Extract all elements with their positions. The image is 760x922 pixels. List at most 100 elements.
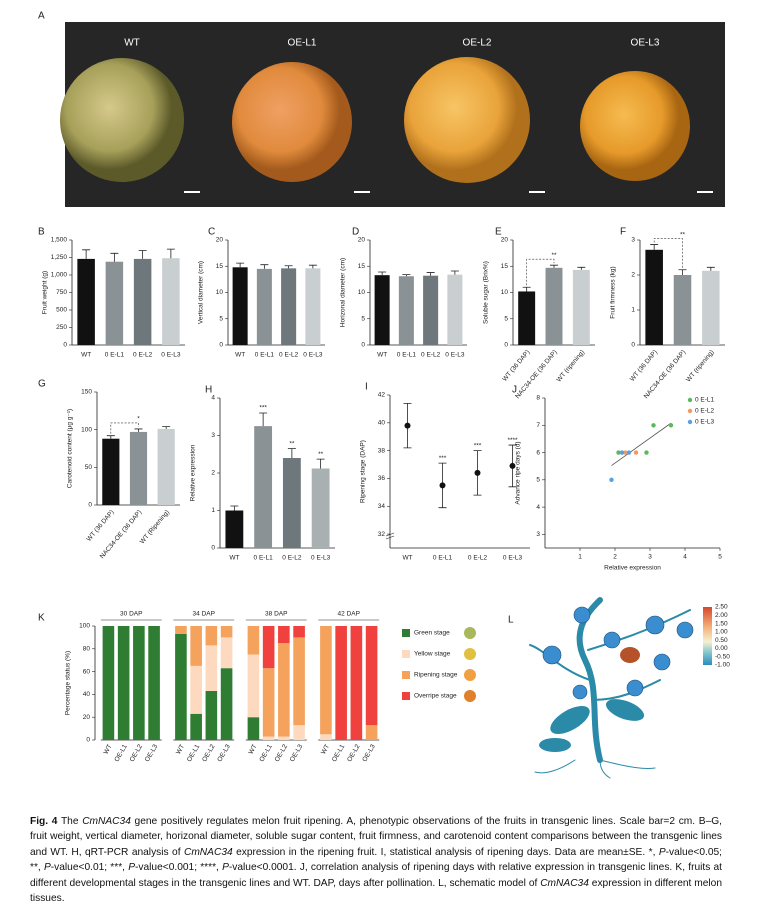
point bbox=[633, 450, 639, 455]
caption-text: CmNAC34 bbox=[540, 877, 589, 889]
caption: Fig. 4 The CmNAC34 gene positively regul… bbox=[30, 814, 722, 906]
bar bbox=[282, 458, 301, 548]
photo-label: OE-L3 bbox=[631, 38, 660, 49]
error-bar bbox=[110, 252, 119, 262]
bar-segment bbox=[175, 626, 187, 634]
panel-letter: G bbox=[38, 379, 46, 390]
y-tick-label: 42 bbox=[378, 392, 386, 399]
significance: *** bbox=[439, 455, 447, 462]
bar-segment bbox=[335, 626, 347, 740]
bar bbox=[225, 510, 244, 548]
y-tick-label: 0 bbox=[361, 342, 365, 349]
panel-letter: J bbox=[512, 385, 517, 396]
melon-photo bbox=[60, 58, 184, 182]
error-bar bbox=[650, 244, 659, 250]
caption-text: -value<0.0001. J, correlation analysis o… bbox=[30, 862, 722, 889]
bar bbox=[157, 428, 175, 505]
point bbox=[651, 423, 656, 428]
bar-segment bbox=[220, 637, 233, 669]
x-tick-label: OE-L3 bbox=[361, 743, 377, 763]
y-axis-label: Fruit firmness (kg) bbox=[610, 266, 617, 318]
legend-swatch bbox=[687, 419, 693, 425]
y-tick-label: 34 bbox=[378, 503, 386, 510]
legend-swatch bbox=[402, 629, 410, 637]
axis-break bbox=[385, 532, 395, 540]
photo-label: OE-L2 bbox=[463, 38, 492, 49]
caption-text: -value<0.001; ****, bbox=[135, 862, 223, 874]
melon-photo bbox=[580, 71, 690, 181]
error-bar bbox=[106, 435, 115, 439]
caption-text: -value<0.01; ***, bbox=[50, 862, 129, 874]
x-tick-label: 0 E-L2 bbox=[133, 352, 153, 359]
error-bar bbox=[236, 262, 245, 268]
error-bar bbox=[577, 266, 586, 270]
error-bar bbox=[230, 505, 239, 511]
y-tick-label: 250 bbox=[56, 324, 67, 331]
y-tick-label: 20 bbox=[216, 237, 224, 244]
y-tick-label: 60 bbox=[83, 668, 91, 675]
y-tick-label: 10 bbox=[501, 289, 509, 296]
y-tick-label: 1,000 bbox=[51, 272, 68, 279]
error-bar bbox=[287, 448, 296, 458]
point bbox=[668, 423, 674, 428]
scale-tick-label: 0.00 bbox=[715, 645, 728, 652]
legend-label: Overripe stage bbox=[414, 693, 457, 700]
significance: **** bbox=[507, 437, 518, 444]
x-tick-label: WT (Ripening) bbox=[139, 509, 171, 546]
caption-text: expression in the ripening fruit. I, sta… bbox=[232, 846, 659, 858]
scale-tick-label: -1.00 bbox=[715, 662, 730, 669]
bar-segment bbox=[247, 717, 260, 740]
scale-tick-label: 1.50 bbox=[715, 620, 728, 627]
bar bbox=[673, 275, 692, 345]
error-bar bbox=[316, 458, 325, 469]
caption-text: P bbox=[128, 862, 135, 874]
fruit-icon bbox=[464, 690, 476, 702]
scale-tick-label: 2.00 bbox=[715, 612, 728, 619]
error-bar bbox=[259, 412, 268, 427]
bar bbox=[129, 431, 148, 505]
x-tick-label: 0 E-L2 bbox=[279, 352, 299, 359]
x-tick-label: 0 E-L3 bbox=[445, 352, 465, 359]
x-tick-label: WT bbox=[229, 555, 239, 562]
x-tick-label: OE-L2 bbox=[346, 743, 362, 763]
x-tick-label: 2 bbox=[613, 554, 617, 561]
point bbox=[626, 450, 632, 455]
bar-segment bbox=[190, 713, 202, 740]
y-tick-label: 32 bbox=[378, 531, 386, 538]
bar bbox=[102, 438, 120, 505]
error-bar bbox=[450, 270, 459, 275]
bar-segment bbox=[133, 626, 145, 740]
x-tick-label: WT (36 DAP) bbox=[629, 349, 659, 383]
y-axis-label: Ripening stage (DAP) bbox=[360, 440, 367, 503]
y-tick-label: 38 bbox=[378, 447, 386, 454]
y-tick-label: 50 bbox=[85, 464, 93, 471]
bar-segment bbox=[320, 626, 332, 735]
error-bar bbox=[284, 265, 293, 269]
photo-label: WT bbox=[124, 38, 140, 49]
x-tick-label: WT (ripening) bbox=[556, 349, 587, 384]
bar-segment bbox=[205, 645, 218, 691]
x-tick-label: 0 E-L2 bbox=[282, 555, 302, 562]
y-tick-label: 4 bbox=[211, 395, 215, 402]
y-tick-label: 40 bbox=[378, 420, 386, 427]
legend-swatch bbox=[402, 671, 410, 679]
x-tick-label: WT (36 DAP) bbox=[501, 349, 531, 383]
bar-segment bbox=[365, 626, 378, 726]
x-tick-label: 0 E-L2 bbox=[468, 555, 488, 562]
error-bar bbox=[522, 286, 531, 292]
x-tick-label: 0 E-L3 bbox=[161, 352, 181, 359]
y-tick-label: 5 bbox=[504, 315, 508, 322]
bar-segment bbox=[262, 668, 275, 737]
x-tick-label: OE-L1 bbox=[331, 743, 347, 763]
significance-bracket bbox=[653, 238, 683, 268]
y-tick-label: 3 bbox=[536, 531, 540, 538]
legend-label: Yellow stage bbox=[414, 651, 451, 658]
y-axis-label: Fruit weight (g) bbox=[42, 271, 49, 314]
significance: ** bbox=[289, 440, 295, 447]
significance: *** bbox=[259, 405, 267, 412]
x-axis-label: Relative expression bbox=[604, 565, 661, 572]
x-tick-label: WT bbox=[248, 743, 259, 755]
group-label: 30 DAP bbox=[120, 611, 142, 618]
legend-swatch bbox=[402, 650, 410, 658]
bar bbox=[398, 276, 414, 345]
